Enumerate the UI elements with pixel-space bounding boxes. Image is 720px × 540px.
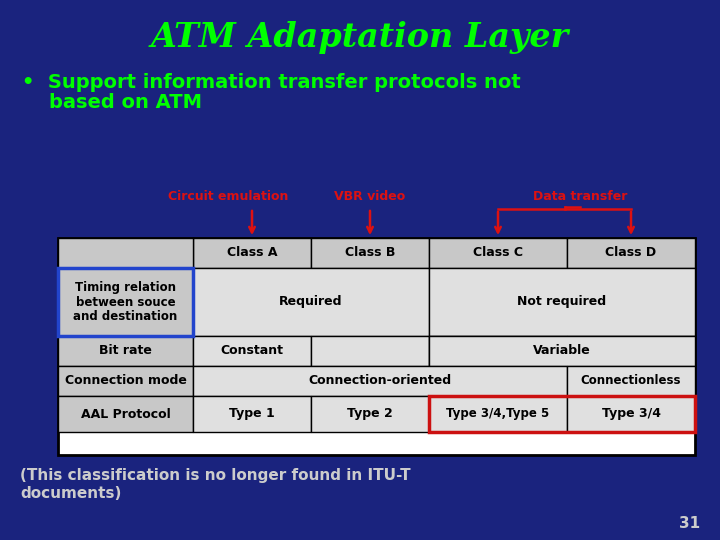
- Bar: [58, 238, 193, 268]
- Bar: [429, 238, 567, 268]
- Text: Connection-oriented: Connection-oriented: [308, 375, 451, 388]
- Bar: [58, 238, 695, 455]
- Bar: [311, 336, 429, 366]
- Bar: [567, 396, 695, 432]
- Text: Data transfer: Data transfer: [533, 191, 627, 204]
- Bar: [58, 268, 193, 336]
- Text: Variable: Variable: [533, 345, 591, 357]
- Text: Required: Required: [279, 295, 343, 308]
- Bar: [193, 336, 311, 366]
- Text: VBR video: VBR video: [334, 191, 405, 204]
- Bar: [58, 268, 193, 336]
- Bar: [429, 336, 695, 366]
- Bar: [429, 396, 695, 432]
- Text: Connection mode: Connection mode: [65, 375, 186, 388]
- Text: Bit rate: Bit rate: [99, 345, 152, 357]
- Text: Type 3/4: Type 3/4: [601, 408, 660, 421]
- Bar: [193, 366, 567, 396]
- Bar: [567, 336, 695, 366]
- Bar: [193, 268, 429, 336]
- Bar: [193, 396, 311, 432]
- Text: Not required: Not required: [518, 295, 606, 308]
- Text: (This classification is no longer found in ITU-T: (This classification is no longer found …: [20, 468, 410, 483]
- Text: Circuit emulation: Circuit emulation: [168, 191, 288, 204]
- Bar: [311, 238, 429, 268]
- Bar: [429, 396, 567, 432]
- Bar: [567, 366, 695, 396]
- Text: Type 1: Type 1: [229, 408, 275, 421]
- Bar: [311, 396, 429, 432]
- Text: Constant: Constant: [220, 345, 284, 357]
- Text: •  Support information transfer protocols not: • Support information transfer protocols…: [22, 72, 521, 91]
- Text: based on ATM: based on ATM: [22, 93, 202, 112]
- Bar: [58, 366, 193, 396]
- Text: documents): documents): [20, 486, 122, 501]
- Bar: [58, 336, 193, 366]
- Text: Class A: Class A: [227, 246, 277, 260]
- Text: Class C: Class C: [473, 246, 523, 260]
- Bar: [429, 336, 567, 366]
- Text: 31: 31: [679, 516, 700, 531]
- Text: Class D: Class D: [606, 246, 657, 260]
- Bar: [58, 396, 193, 432]
- Text: Class B: Class B: [345, 246, 395, 260]
- Text: ATM Adaptation Layer: ATM Adaptation Layer: [151, 22, 569, 55]
- Text: Type 3/4,Type 5: Type 3/4,Type 5: [446, 408, 549, 421]
- Bar: [193, 238, 311, 268]
- Text: Type 2: Type 2: [347, 408, 393, 421]
- Text: Connectionless: Connectionless: [581, 375, 681, 388]
- Bar: [567, 238, 695, 268]
- Bar: [429, 268, 695, 336]
- Text: AAL Protocol: AAL Protocol: [81, 408, 171, 421]
- Text: Timing relation
between souce
and destination: Timing relation between souce and destin…: [73, 280, 178, 323]
